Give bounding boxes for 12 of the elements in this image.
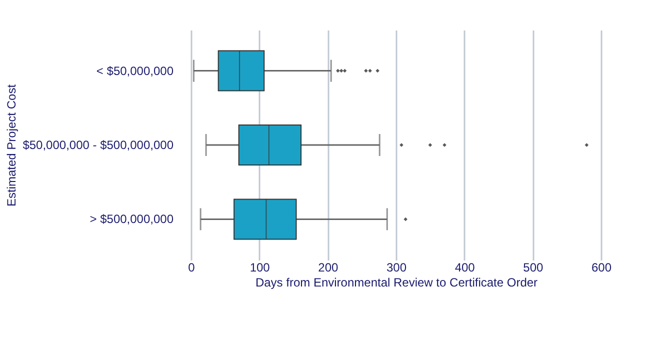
x-tick-label: 500: [523, 260, 544, 274]
x-tick-label: 0: [188, 260, 196, 274]
y-tick-label: $50,000,000 - $500,000,000: [22, 138, 174, 152]
x-tick-label: 100: [250, 260, 270, 274]
x-tick-label: 600: [591, 260, 612, 274]
y-tick-label: > $500,000,000: [90, 212, 174, 226]
x-axis-title: Days from Environmental Review to Certificate Order: [255, 276, 538, 290]
x-tick-label: 200: [318, 260, 338, 274]
x-tick-label: 300: [386, 260, 407, 274]
y-tick-label: < $50,000,000: [96, 64, 174, 78]
x-tick-label: 400: [454, 260, 476, 274]
y-axis-title: Estimated Project Cost: [4, 84, 19, 207]
